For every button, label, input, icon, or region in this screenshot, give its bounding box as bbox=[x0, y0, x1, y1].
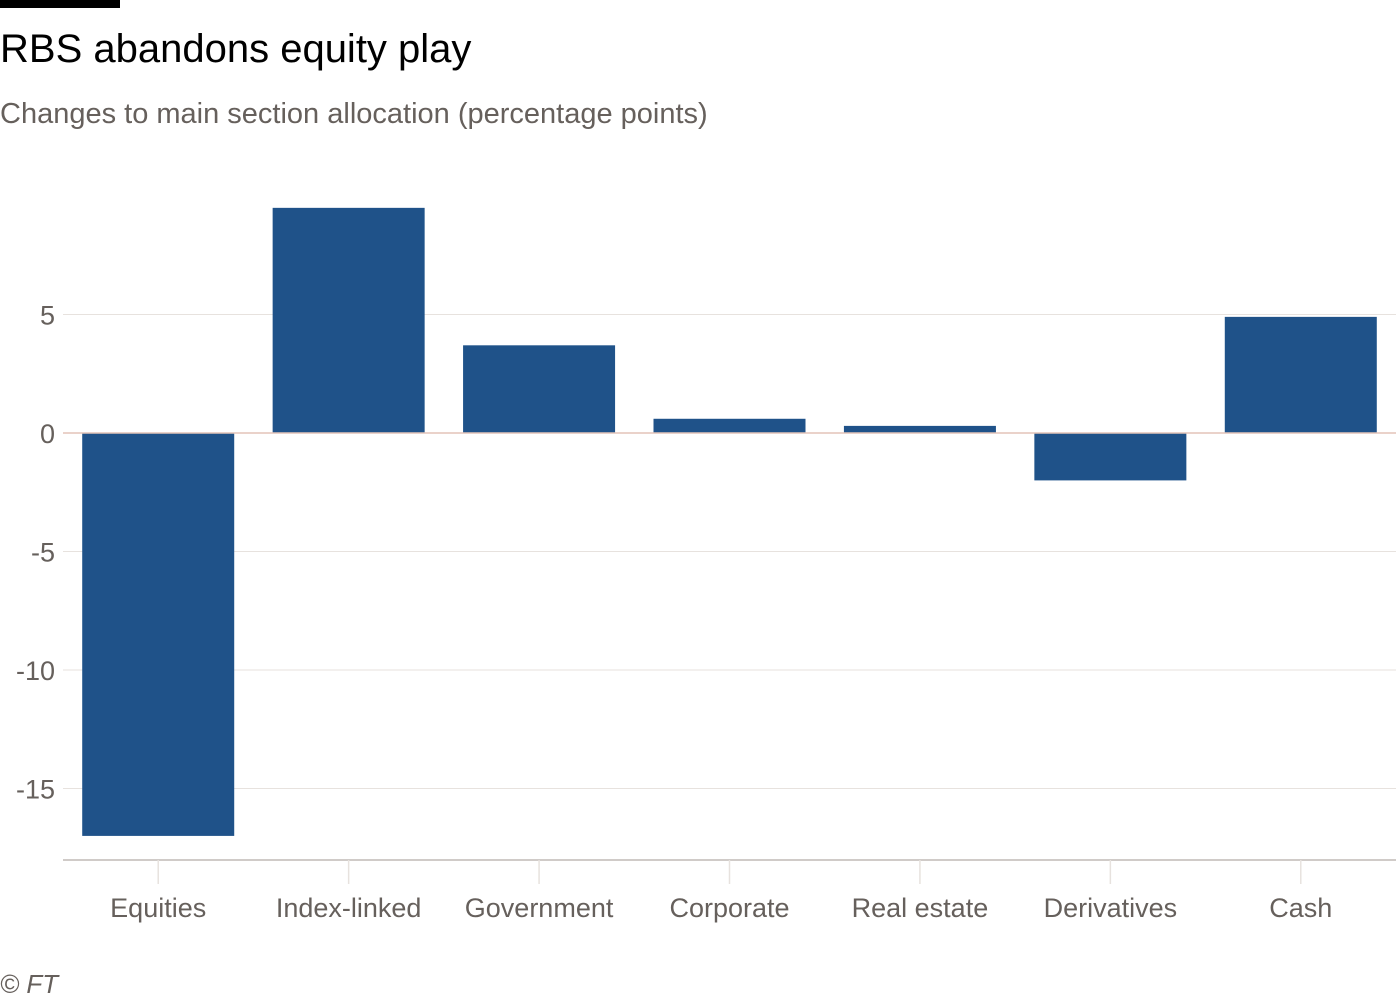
x-tick-label: Real estate bbox=[852, 893, 989, 923]
bar-index-linked bbox=[272, 207, 425, 433]
x-tick-label: Derivatives bbox=[1044, 893, 1178, 923]
bar-derivatives bbox=[1034, 433, 1187, 481]
x-axis bbox=[63, 859, 1396, 884]
top-rule bbox=[0, 0, 120, 8]
y-tick-label: -5 bbox=[31, 538, 55, 568]
x-tick-label: Index-linked bbox=[276, 893, 422, 923]
chart-subtitle: Changes to main section allocation (perc… bbox=[0, 98, 708, 130]
bar-real-estate bbox=[843, 425, 996, 433]
x-axis-labels: Equities Index-linked Government Corporate R… bbox=[110, 893, 1332, 923]
y-tick-label: 0 bbox=[40, 419, 55, 449]
bar-corporate bbox=[653, 418, 806, 433]
bar-government bbox=[463, 345, 616, 433]
bar-equities bbox=[82, 433, 235, 836]
y-axis-labels: 5 0 -5 -10 -15 bbox=[16, 301, 55, 805]
gridlines bbox=[63, 314, 1396, 789]
x-tick-label: Equities bbox=[110, 893, 206, 923]
source-credit: © FT bbox=[0, 969, 59, 999]
y-tick-label: -10 bbox=[16, 656, 55, 686]
y-tick-label: -15 bbox=[16, 775, 55, 805]
bars bbox=[82, 207, 1377, 836]
bar-cash bbox=[1224, 316, 1377, 433]
x-tick-label: Cash bbox=[1269, 893, 1332, 923]
chart-title: RBS abandons equity play bbox=[0, 27, 472, 71]
x-tick-label: Corporate bbox=[669, 893, 789, 923]
y-tick-label: 5 bbox=[40, 301, 55, 331]
x-tick-label: Government bbox=[465, 893, 614, 923]
